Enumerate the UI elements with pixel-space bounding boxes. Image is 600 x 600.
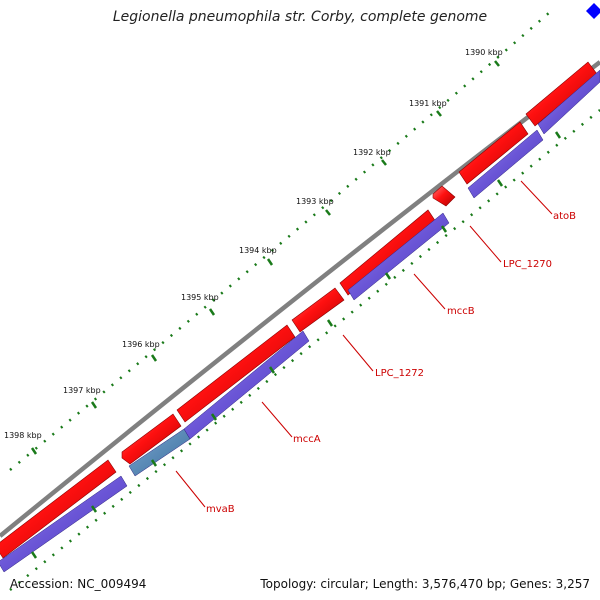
feature-block-6[interactable] xyxy=(432,185,456,207)
tick-label-1391: 1391 kbp xyxy=(409,99,447,108)
gene-label-LPC_1272[interactable]: LPC_1272 xyxy=(375,368,424,379)
cds-bar-LPC_1272[interactable] xyxy=(347,212,450,301)
gene-label-mccB[interactable]: mccB xyxy=(447,306,475,317)
tick-label-1397: 1397 kbp xyxy=(63,386,101,395)
gene-label-mccA[interactable]: mccA xyxy=(293,434,321,445)
forward-features xyxy=(0,61,598,559)
tick-label-1395: 1395 kbp xyxy=(181,293,219,302)
tick-label-1393: 1393 kbp xyxy=(296,197,334,206)
tick-label-1394: 1394 kbp xyxy=(239,246,277,255)
genome-summary: Topology: circular; Length: 3,576,470 bp… xyxy=(260,577,590,591)
inner-tick-ring xyxy=(9,109,600,591)
feature-block-1[interactable] xyxy=(0,459,117,559)
cds-bar-2[interactable] xyxy=(537,69,600,135)
feature-block-3[interactable] xyxy=(176,324,296,423)
tick-label-1398: 1398 kbp xyxy=(4,431,42,440)
tick-label-1390: 1390 kbp xyxy=(465,48,503,57)
feature-block-2[interactable] xyxy=(121,413,182,465)
tick-label-1392: 1392 kbp xyxy=(353,148,391,157)
inner-major-ticks xyxy=(30,131,562,559)
cds-features xyxy=(0,69,600,573)
cds-bar-1[interactable] xyxy=(0,475,128,573)
selection-marker[interactable] xyxy=(586,3,600,19)
gene-label-mvaB[interactable]: mvaB xyxy=(206,504,235,515)
tick-label-1396: 1396 kbp xyxy=(122,340,160,349)
gene-label-atoB[interactable]: atoB xyxy=(553,211,576,222)
gene-label-LPC_1270[interactable]: LPC_1270 xyxy=(503,259,552,270)
cds-bar-atoB[interactable] xyxy=(467,129,544,199)
map-title: Legionella pneumophila str. Corby, compl… xyxy=(112,9,488,25)
outer-tick-ring xyxy=(9,11,551,471)
cds-bar-mccA[interactable] xyxy=(183,330,310,440)
feature-block-7[interactable] xyxy=(458,121,529,185)
outer-major-ticks xyxy=(30,60,500,455)
gene-label-leaders xyxy=(175,180,553,508)
accession-label: Accession: NC_009494 xyxy=(10,577,147,591)
feature-block-4[interactable] xyxy=(291,287,345,333)
